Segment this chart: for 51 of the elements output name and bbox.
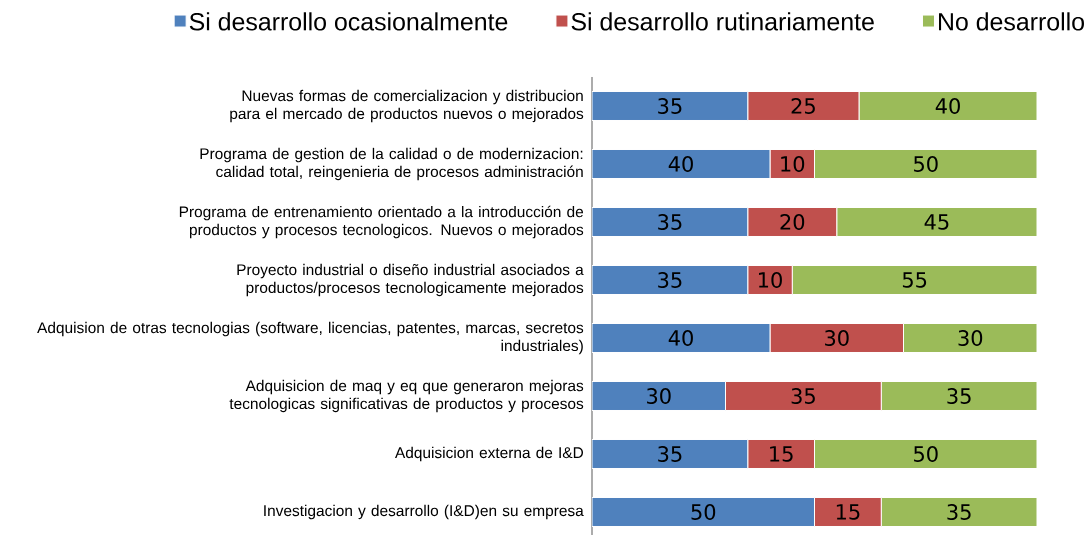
data-label: 10 (759, 272, 782, 288)
data-label: 35 (658, 272, 682, 288)
data-label: 35 (791, 388, 815, 404)
data-label: 55 (902, 272, 927, 288)
data-label: 35 (658, 214, 682, 230)
y-tick-label: Adquision de otras tecnologias (software, licencias, patentes, marcas, secretos industriales) (37, 321, 584, 355)
y-tick-label: Programa de gestion de la calidad o de modernizacion: calidad total, reingenieria de procesos administración (200, 147, 583, 181)
y-tick-label: Adquisicion de maq y eq que generaron mejoras tecnologicas significativas de productos y procesos (229, 379, 584, 413)
legend-label: Si desarrollo ocasionalmente (189, 12, 508, 31)
data-label: 30 (958, 330, 983, 346)
bar (592, 496, 816, 527)
data-label: 15 (770, 446, 793, 462)
data-label: 15 (836, 504, 860, 520)
bar (814, 438, 1037, 469)
data-label: 35 (947, 504, 971, 520)
data-label: 25 (791, 98, 815, 114)
data-label: 20 (780, 214, 805, 230)
data-label: 10 (781, 156, 805, 172)
data-label: 35 (658, 98, 682, 114)
bar (592, 322, 771, 353)
y-tick-label: Programa de entrenamiento orientado a la introducción de productos y procesos tecnologicos. Nuevos o mejorados (179, 205, 584, 239)
bar (903, 322, 1037, 353)
data-label: 40 (668, 156, 693, 172)
bar (814, 148, 1037, 179)
bar (858, 91, 1037, 121)
y-tick-label: Nuevas formas de comercializacion y distribucion para el mercado de productos nuevos o mejorados (230, 89, 584, 123)
bar (880, 496, 1037, 527)
y-tick-label: Investigacion y desarrollo (I&D)en su empresa (264, 504, 584, 520)
data-label: 30 (825, 330, 849, 346)
legend-label: No desarrollo (939, 12, 1084, 31)
bar (592, 206, 749, 237)
bar (592, 91, 749, 121)
bar (836, 206, 1037, 237)
data-label: 35 (947, 388, 971, 404)
data-label: 45 (924, 214, 949, 230)
data-label: 40 (935, 98, 960, 114)
data-label: 50 (914, 156, 938, 172)
data-label: 50 (914, 446, 938, 462)
bar (592, 380, 726, 411)
y-tick-label: Adquisicion externa de I&D (394, 446, 584, 462)
bar (592, 438, 749, 469)
data-label: 30 (647, 388, 671, 404)
data-label: 40 (668, 330, 693, 346)
legend-label: Si desarrollo rutinariamente (571, 12, 874, 31)
bar (592, 148, 771, 179)
y-tick-label: Proyecto industrial o diseño industrial asociados a productos/procesos tecnologicamente mejorados (237, 263, 584, 297)
data-label: 35 (658, 446, 682, 462)
bar (592, 264, 749, 295)
bar (880, 380, 1037, 411)
bar (791, 264, 1037, 295)
data-label: 50 (691, 504, 716, 520)
